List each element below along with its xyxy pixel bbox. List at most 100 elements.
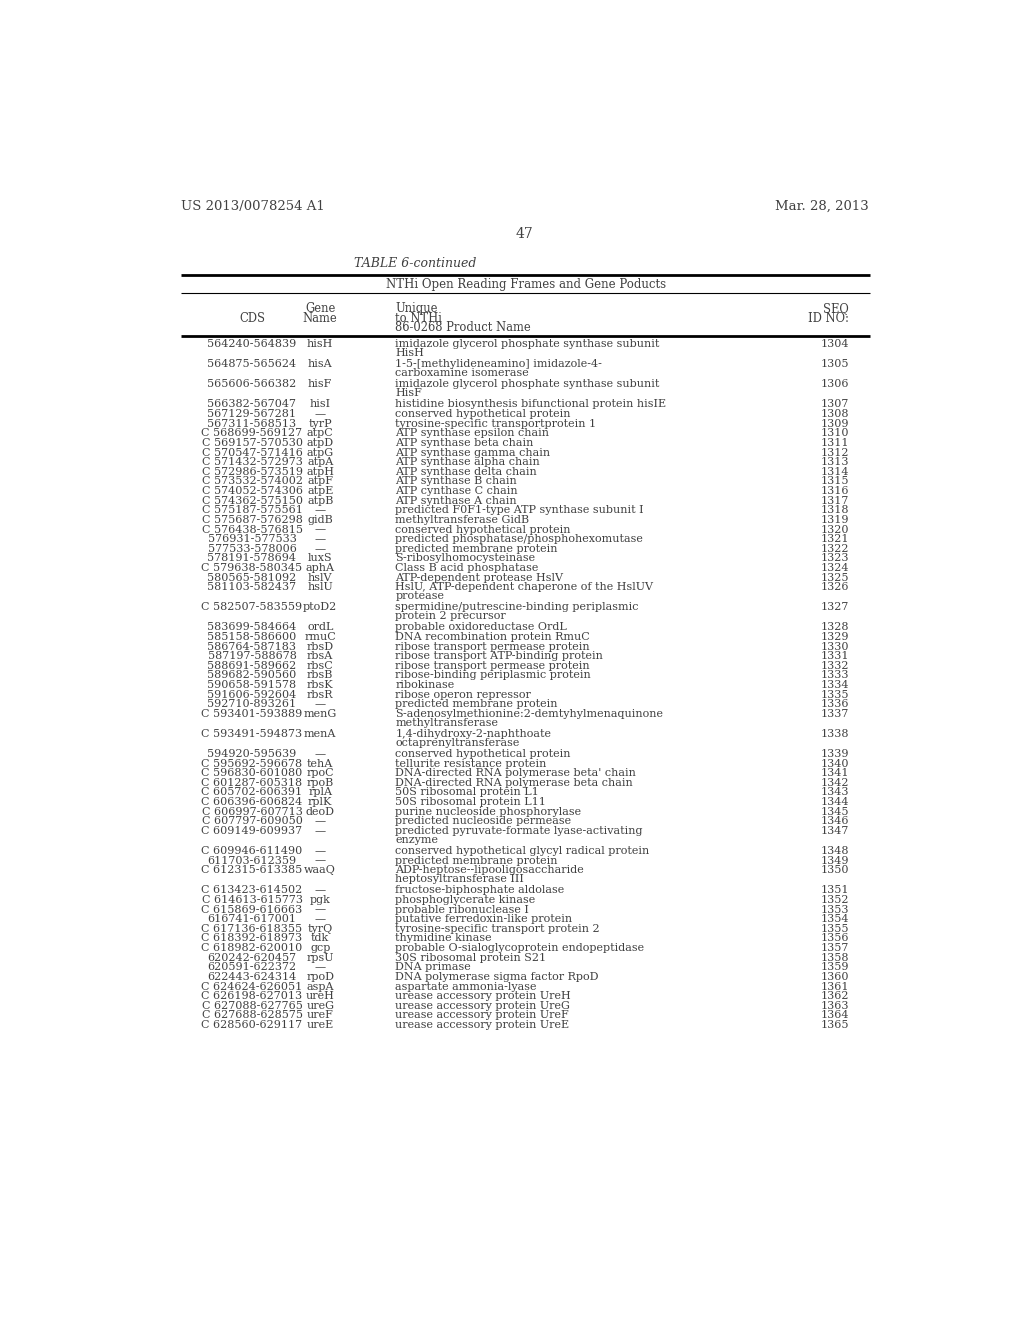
Text: C 576438-576815: C 576438-576815 [202,524,302,535]
Text: 1315: 1315 [820,477,849,486]
Text: protein 2 precursor: protein 2 precursor [395,611,506,622]
Text: thymidine kinase: thymidine kinase [395,933,492,944]
Text: Class B acid phosphatase: Class B acid phosphatase [395,564,539,573]
Text: hisI: hisI [309,400,331,409]
Text: tyrP: tyrP [308,418,332,429]
Text: ID NO:: ID NO: [808,312,849,325]
Text: C 575687-576298: C 575687-576298 [202,515,302,525]
Text: 1331: 1331 [820,651,849,661]
Text: C 617136-618355: C 617136-618355 [202,924,302,933]
Text: —: — [314,506,326,515]
Text: C 606997-607713: C 606997-607713 [202,807,302,817]
Text: 1318: 1318 [820,506,849,515]
Text: protease: protease [395,591,444,601]
Text: 1343: 1343 [820,788,849,797]
Text: 1311: 1311 [820,438,849,447]
Text: C 573532-574002: C 573532-574002 [202,477,302,486]
Text: ureH: ureH [306,991,335,1001]
Text: 1354: 1354 [820,915,849,924]
Text: methyltransferase: methyltransferase [395,718,499,727]
Text: imidazole glycerol phosphate synthase subunit: imidazole glycerol phosphate synthase su… [395,379,659,389]
Text: 616741-617001: 616741-617001 [208,915,297,924]
Text: SEQ: SEQ [823,302,849,315]
Text: ATP synthase B chain: ATP synthase B chain [395,477,517,486]
Text: spermidine/putrescine-binding periplasmic: spermidine/putrescine-binding periplasmi… [395,602,639,612]
Text: NTHi Open Reading Frames and Gene Poducts: NTHi Open Reading Frames and Gene Poduct… [385,279,666,292]
Text: 1332: 1332 [820,661,849,671]
Text: ATP synthase alpha chain: ATP synthase alpha chain [395,457,540,467]
Text: ordL: ordL [307,622,334,632]
Text: C 579638-580345: C 579638-580345 [202,564,302,573]
Text: rpoB: rpoB [306,777,334,788]
Text: —: — [314,826,326,836]
Text: aphA: aphA [306,564,335,573]
Text: 589682-590560: 589682-590560 [208,671,297,680]
Text: enzyme: enzyme [395,834,438,845]
Text: phosphoglycerate kinase: phosphoglycerate kinase [395,895,536,906]
Text: —: — [314,846,326,855]
Text: —: — [314,524,326,535]
Text: 1306: 1306 [820,379,849,389]
Text: TABLE 6-continued: TABLE 6-continued [353,257,476,271]
Text: C 627688-628575: C 627688-628575 [202,1010,302,1020]
Text: 1326: 1326 [820,582,849,593]
Text: tehA: tehA [307,759,334,768]
Text: C 628560-629117: C 628560-629117 [202,1020,302,1030]
Text: C 574362-575150: C 574362-575150 [202,496,302,506]
Text: 587197-588678: 587197-588678 [208,651,296,661]
Text: 620242-620457: 620242-620457 [208,953,297,962]
Text: rpoD: rpoD [306,972,334,982]
Text: rbsB: rbsB [307,671,334,680]
Text: C 609946-611490: C 609946-611490 [202,846,303,855]
Text: conserved hypothetical protein: conserved hypothetical protein [395,748,570,759]
Text: to NTHi: to NTHi [395,312,442,325]
Text: C 595692-596678: C 595692-596678 [202,759,302,768]
Text: C 614613-615773: C 614613-615773 [202,895,302,906]
Text: rbsD: rbsD [306,642,334,652]
Text: probable ribonuclease I: probable ribonuclease I [395,904,529,915]
Text: 567311-568513: 567311-568513 [208,418,297,429]
Text: conserved hypothetical protein: conserved hypothetical protein [395,524,570,535]
Text: atpC: atpC [307,428,334,438]
Text: —: — [314,535,326,544]
Text: 1365: 1365 [820,1020,849,1030]
Text: predicted membrane protein: predicted membrane protein [395,700,558,709]
Text: urease accessory protein UreE: urease accessory protein UreE [395,1020,569,1030]
Text: 1322: 1322 [820,544,849,554]
Text: rbsR: rbsR [307,689,334,700]
Text: S-adenosylmethionine:2-demtyhylmenaquinone: S-adenosylmethionine:2-demtyhylmenaquino… [395,709,664,719]
Text: 1361: 1361 [820,982,849,991]
Text: octaprenyltransferase: octaprenyltransferase [395,738,520,748]
Text: ATP synthase beta chain: ATP synthase beta chain [395,438,534,447]
Text: DNA polymerase sigma factor RpoD: DNA polymerase sigma factor RpoD [395,972,599,982]
Text: heptosyltransferase III: heptosyltransferase III [395,874,524,884]
Text: 1327: 1327 [820,602,849,612]
Text: ATP cynthase C chain: ATP cynthase C chain [395,486,518,496]
Text: —: — [314,816,326,826]
Text: atpE: atpE [307,486,334,496]
Text: DNA primase: DNA primase [395,962,471,973]
Text: rpsU: rpsU [306,953,334,962]
Text: aspartate ammonia-lyase: aspartate ammonia-lyase [395,982,537,991]
Text: rbsK: rbsK [307,680,334,690]
Text: DNA-directed RNA polymerase beta' chain: DNA-directed RNA polymerase beta' chain [395,768,636,779]
Text: 1353: 1353 [820,904,849,915]
Text: CDS: CDS [239,312,265,325]
Text: waaQ: waaQ [304,866,336,875]
Text: Mar. 28, 2013: Mar. 28, 2013 [775,199,869,213]
Text: 590658-591578: 590658-591578 [208,680,297,690]
Text: HisF: HisF [395,388,422,399]
Text: 1360: 1360 [820,972,849,982]
Text: 47: 47 [516,227,534,240]
Text: putative ferredoxin-like protein: putative ferredoxin-like protein [395,915,572,924]
Text: 591606-592604: 591606-592604 [208,689,297,700]
Text: 1-5-[methylideneamino] imidazole-4-: 1-5-[methylideneamino] imidazole-4- [395,359,602,370]
Text: C 596830-601080: C 596830-601080 [202,768,303,779]
Text: hisA: hisA [308,359,333,370]
Text: 1313: 1313 [820,457,849,467]
Text: predicted membrane protein: predicted membrane protein [395,855,558,866]
Text: predicted membrane protein: predicted membrane protein [395,544,558,554]
Text: 1317: 1317 [820,496,849,506]
Text: —: — [314,886,326,895]
Text: 1350: 1350 [820,866,849,875]
